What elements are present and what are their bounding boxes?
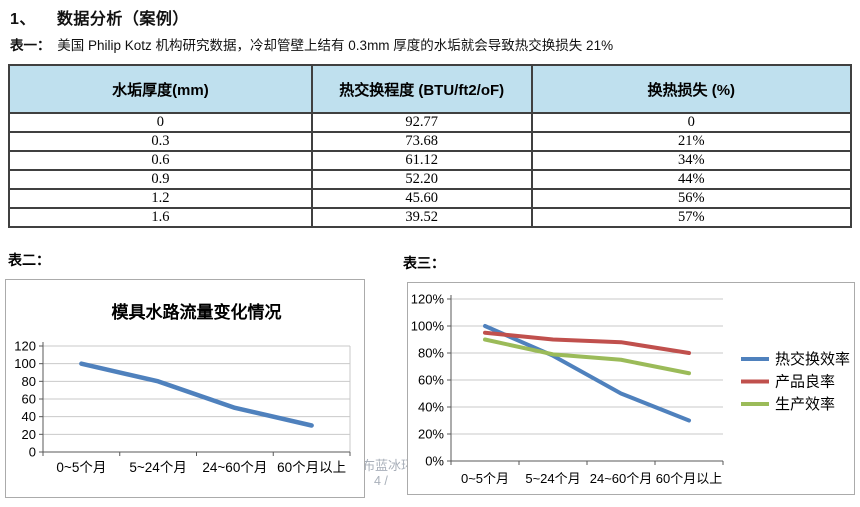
table-row: 0.6 61.12 34% bbox=[8, 150, 853, 171]
x-axis-label: 24~60个月 bbox=[590, 471, 653, 486]
x-axis-label: 5~24个月 bbox=[129, 460, 186, 475]
table-cell: 1.2 bbox=[8, 188, 313, 209]
y-axis-label: 100 bbox=[14, 356, 36, 371]
table-row: 1.2 45.60 56% bbox=[8, 188, 853, 209]
scale-loss-table: 水垢厚度(mm) 热交换程度 (BTU/ft2/oF) 换热损失 (%) 0 92.7… bbox=[8, 64, 853, 228]
watermark-text: 布蓝冰环 bbox=[362, 458, 415, 473]
y-axis-label: 120 bbox=[14, 339, 36, 354]
y-axis-label: 0% bbox=[425, 454, 444, 469]
table-cell: 44% bbox=[530, 169, 853, 190]
table-cell: 21% bbox=[530, 131, 853, 152]
table-cell: 56% bbox=[530, 188, 853, 209]
series-line bbox=[483, 324, 691, 423]
y-axis-label: 20% bbox=[418, 427, 444, 442]
series-line bbox=[483, 337, 691, 376]
y-axis-label: 80 bbox=[22, 374, 36, 389]
table1-label: 表一： bbox=[10, 38, 51, 53]
table-cell: 34% bbox=[530, 150, 853, 171]
column-header: 换热损失 (%) bbox=[530, 64, 853, 114]
table1-description: 美国 Philip Kotz 机构研究数据，冷却管壁上结有 0.3mm 厚度的水… bbox=[57, 38, 614, 53]
table-cell: 57% bbox=[530, 207, 853, 228]
y-axis-label: 80% bbox=[418, 346, 444, 361]
table-cell: 0 bbox=[8, 112, 313, 133]
table-row: 0 92.77 0 bbox=[8, 112, 853, 133]
y-axis-label: 40 bbox=[22, 409, 36, 424]
watermark-page-number: 4 / bbox=[374, 474, 388, 489]
flow-line-chart: 0 20 40 60 80 100 120 0~5个月 5~24个月 24~60个月 60个月以上 模… bbox=[5, 279, 365, 498]
table-cell: 0.3 bbox=[8, 131, 313, 152]
flow-line-chart-svg: 0 20 40 60 80 100 120 0~5个月 5~24个月 24~60个月 60个月以上 模… bbox=[14, 302, 351, 475]
table-cell: 39.52 bbox=[310, 207, 533, 228]
table-row: 0.3 73.68 21% bbox=[8, 131, 853, 152]
section-title-text: 数据分析（案例） bbox=[56, 11, 189, 28]
efficiency-line-chart: 0% 20% 40% 60% 80% 100% 120% 0~5个月 5~24个月 24~60个月… bbox=[407, 282, 855, 495]
table-cell: 0.9 bbox=[8, 169, 313, 190]
table-cell: 0.6 bbox=[8, 150, 313, 171]
table-cell: 73.68 bbox=[310, 131, 533, 152]
y-axis-label: 40% bbox=[418, 400, 444, 415]
table-cell: 0 bbox=[530, 112, 853, 133]
y-axis-label: 0 bbox=[29, 445, 36, 460]
legend-label: 生产效率 bbox=[775, 396, 835, 413]
table-row: 1.6 39.52 57% bbox=[8, 207, 853, 228]
legend-label: 热交换效率 bbox=[775, 350, 850, 368]
x-axis-label: 60个月以上 bbox=[277, 460, 346, 475]
table-cell: 52.20 bbox=[310, 169, 533, 190]
chart-title: 模具水路流量变化情况 bbox=[112, 302, 282, 322]
x-axis-label: 24~60个月 bbox=[202, 460, 267, 475]
table-header-row: 水垢厚度(mm) 热交换程度 (BTU/ft2/oF) 换热损失 (%) bbox=[8, 64, 853, 114]
y-axis-label: 60% bbox=[418, 373, 444, 388]
x-axis-label: 0~5个月 bbox=[461, 471, 509, 486]
table-cell: 45.60 bbox=[310, 188, 533, 209]
x-axis-label: 60个月以上 bbox=[656, 471, 722, 486]
series-line bbox=[483, 330, 691, 355]
y-axis-label: 20 bbox=[22, 427, 36, 442]
table-cell: 92.77 bbox=[310, 112, 533, 133]
y-axis-label: 60 bbox=[22, 392, 36, 407]
y-axis-label: 100% bbox=[411, 319, 445, 334]
table3-label: 表三： bbox=[403, 255, 445, 271]
column-header: 水垢厚度(mm) bbox=[8, 64, 313, 114]
x-axis-label: 5~24个月 bbox=[525, 471, 580, 486]
table-cell: 61.12 bbox=[310, 150, 533, 171]
column-header: 热交换程度 (BTU/ft2/oF) bbox=[310, 64, 533, 114]
table-row: 0.9 52.20 44% bbox=[8, 169, 853, 190]
table1-caption: 表一： 美国 Philip Kotz 机构研究数据，冷却管壁上结有 0.3mm … bbox=[10, 34, 613, 54]
table-cell: 1.6 bbox=[8, 207, 313, 228]
page-title: 1、 数据分析（案例） bbox=[10, 5, 189, 29]
efficiency-line-chart-svg: 0% 20% 40% 60% 80% 100% 120% 0~5个月 5~24个月 24~60个月… bbox=[411, 292, 850, 487]
legend-label: 产品良率 bbox=[775, 374, 835, 391]
table2-label: 表二： bbox=[8, 252, 50, 268]
table-body: 0 92.77 0 0.3 73.68 21% 0.6 61.12 34% 0.9 52.20 44%… bbox=[8, 112, 853, 228]
watermark: 布蓝冰环 4 / bbox=[362, 458, 414, 490]
series-line bbox=[79, 361, 314, 428]
x-axis-label: 0~5个月 bbox=[56, 460, 106, 475]
y-axis-label: 120% bbox=[411, 292, 445, 307]
section-number: 1、 bbox=[10, 11, 36, 28]
